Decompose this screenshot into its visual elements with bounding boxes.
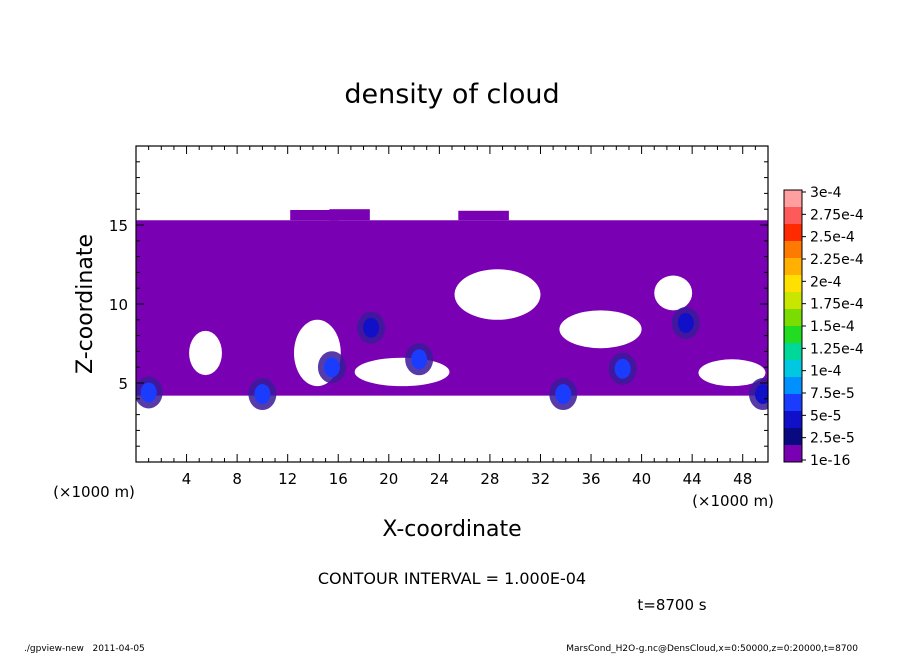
- x-axis-label: X-coordinate: [382, 517, 521, 542]
- x-tick-label: 24: [430, 470, 449, 488]
- y-tick-label: 10: [109, 296, 128, 314]
- footer-right: MarsCond_H2O-g.nc@DensCloud,x=0:50000,z=…: [566, 644, 858, 654]
- density-field: [136, 209, 768, 411]
- y-tick-label: 5: [118, 375, 128, 393]
- x-ticks: 4 8 12 16 20 24 28 32 36 40 44 48: [148, 146, 756, 488]
- colorbar-label: 1.5e-4: [810, 319, 855, 335]
- footer-left: ./gpview-new 2011-04-05: [24, 644, 145, 654]
- clear-region: [454, 269, 541, 320]
- colorbar-swatch: [784, 445, 802, 462]
- clear-region: [354, 357, 450, 387]
- clear-region: [654, 275, 693, 311]
- y-axis-label: Z-coordinate: [73, 234, 98, 374]
- dense-core: [323, 357, 340, 378]
- dense-core: [254, 384, 271, 405]
- x-unit-label: (×1000 m): [692, 492, 774, 510]
- colorbar-label: 2.5e-4: [810, 230, 855, 246]
- x-tick-label: 40: [632, 470, 651, 488]
- colorbar-swatch: [784, 428, 802, 445]
- colorbar: 3e-4 2.75e-4 2.5e-4 2.25e-4 2e-4 1.75e-4 1.5e-…: [783, 185, 864, 469]
- colorbar-label: 2.25e-4: [810, 252, 864, 268]
- cloud-top-protrusion: [290, 209, 339, 221]
- colorbar-swatch: [784, 241, 802, 258]
- clear-region: [189, 330, 222, 376]
- x-tick-label: 44: [683, 470, 702, 488]
- x-tick-label: 8: [232, 470, 242, 488]
- colorbar-swatch: [784, 224, 802, 241]
- y-tick-label: 15: [109, 217, 128, 235]
- dense-core: [363, 317, 380, 338]
- colorbar-swatch: [784, 292, 802, 309]
- cloud-band: [136, 220, 768, 396]
- colorbar-swatch: [784, 190, 802, 207]
- x-tick-label: 12: [278, 470, 297, 488]
- colorbar-swatch: [784, 258, 802, 275]
- colorbar-swatch: [784, 343, 802, 360]
- y-ticks: 5 10 15: [109, 161, 768, 447]
- dense-core: [614, 358, 631, 379]
- colorbar-swatch: [784, 207, 802, 224]
- time-label: t=8700 s: [637, 596, 706, 614]
- dense-core: [677, 312, 694, 333]
- colorbar-label: 1e-4: [810, 364, 842, 380]
- colorbar-swatch: [784, 326, 802, 343]
- z-unit-label: (×1000 m): [53, 483, 135, 501]
- colorbar-swatch: [784, 394, 802, 411]
- colorbar-label: 1.75e-4: [810, 297, 864, 313]
- colorbar-label: 1e-16: [810, 453, 850, 469]
- x-tick-label: 32: [531, 470, 550, 488]
- x-tick-label: 28: [480, 470, 499, 488]
- dense-core: [555, 384, 572, 405]
- x-tick-label: 20: [379, 470, 398, 488]
- colorbar-label: 2.75e-4: [810, 207, 864, 223]
- colorbar-label: 2e-4: [810, 274, 842, 290]
- chart-title: density of cloud: [344, 79, 559, 110]
- x-tick-label: 36: [581, 470, 600, 488]
- colorbar-label: 3e-4: [810, 185, 842, 201]
- colorbar-swatch: [784, 360, 802, 377]
- colorbar-label: 1.25e-4: [810, 341, 864, 357]
- colorbar-swatch: [784, 411, 802, 428]
- contour-interval: CONTOUR INTERVAL = 1.000E-04: [318, 569, 586, 588]
- colorbar-swatch: [784, 377, 802, 394]
- colorbar-label: 2.5e-5: [810, 431, 855, 447]
- clear-region: [698, 359, 766, 387]
- clear-region: [559, 310, 642, 349]
- colorbar-label: 7.5e-5: [810, 386, 855, 402]
- x-tick-label: 16: [329, 470, 348, 488]
- colorbar-label: 5e-5: [810, 408, 841, 424]
- colorbar-swatch: [784, 309, 802, 326]
- cloud-top-protrusion: [458, 210, 509, 221]
- x-tick-label: 48: [733, 470, 752, 488]
- cloud-top-protrusion: [329, 209, 370, 221]
- dense-core: [140, 382, 157, 403]
- colorbar-swatch: [784, 275, 802, 292]
- dense-core: [411, 349, 428, 370]
- x-tick-label: 4: [182, 470, 192, 488]
